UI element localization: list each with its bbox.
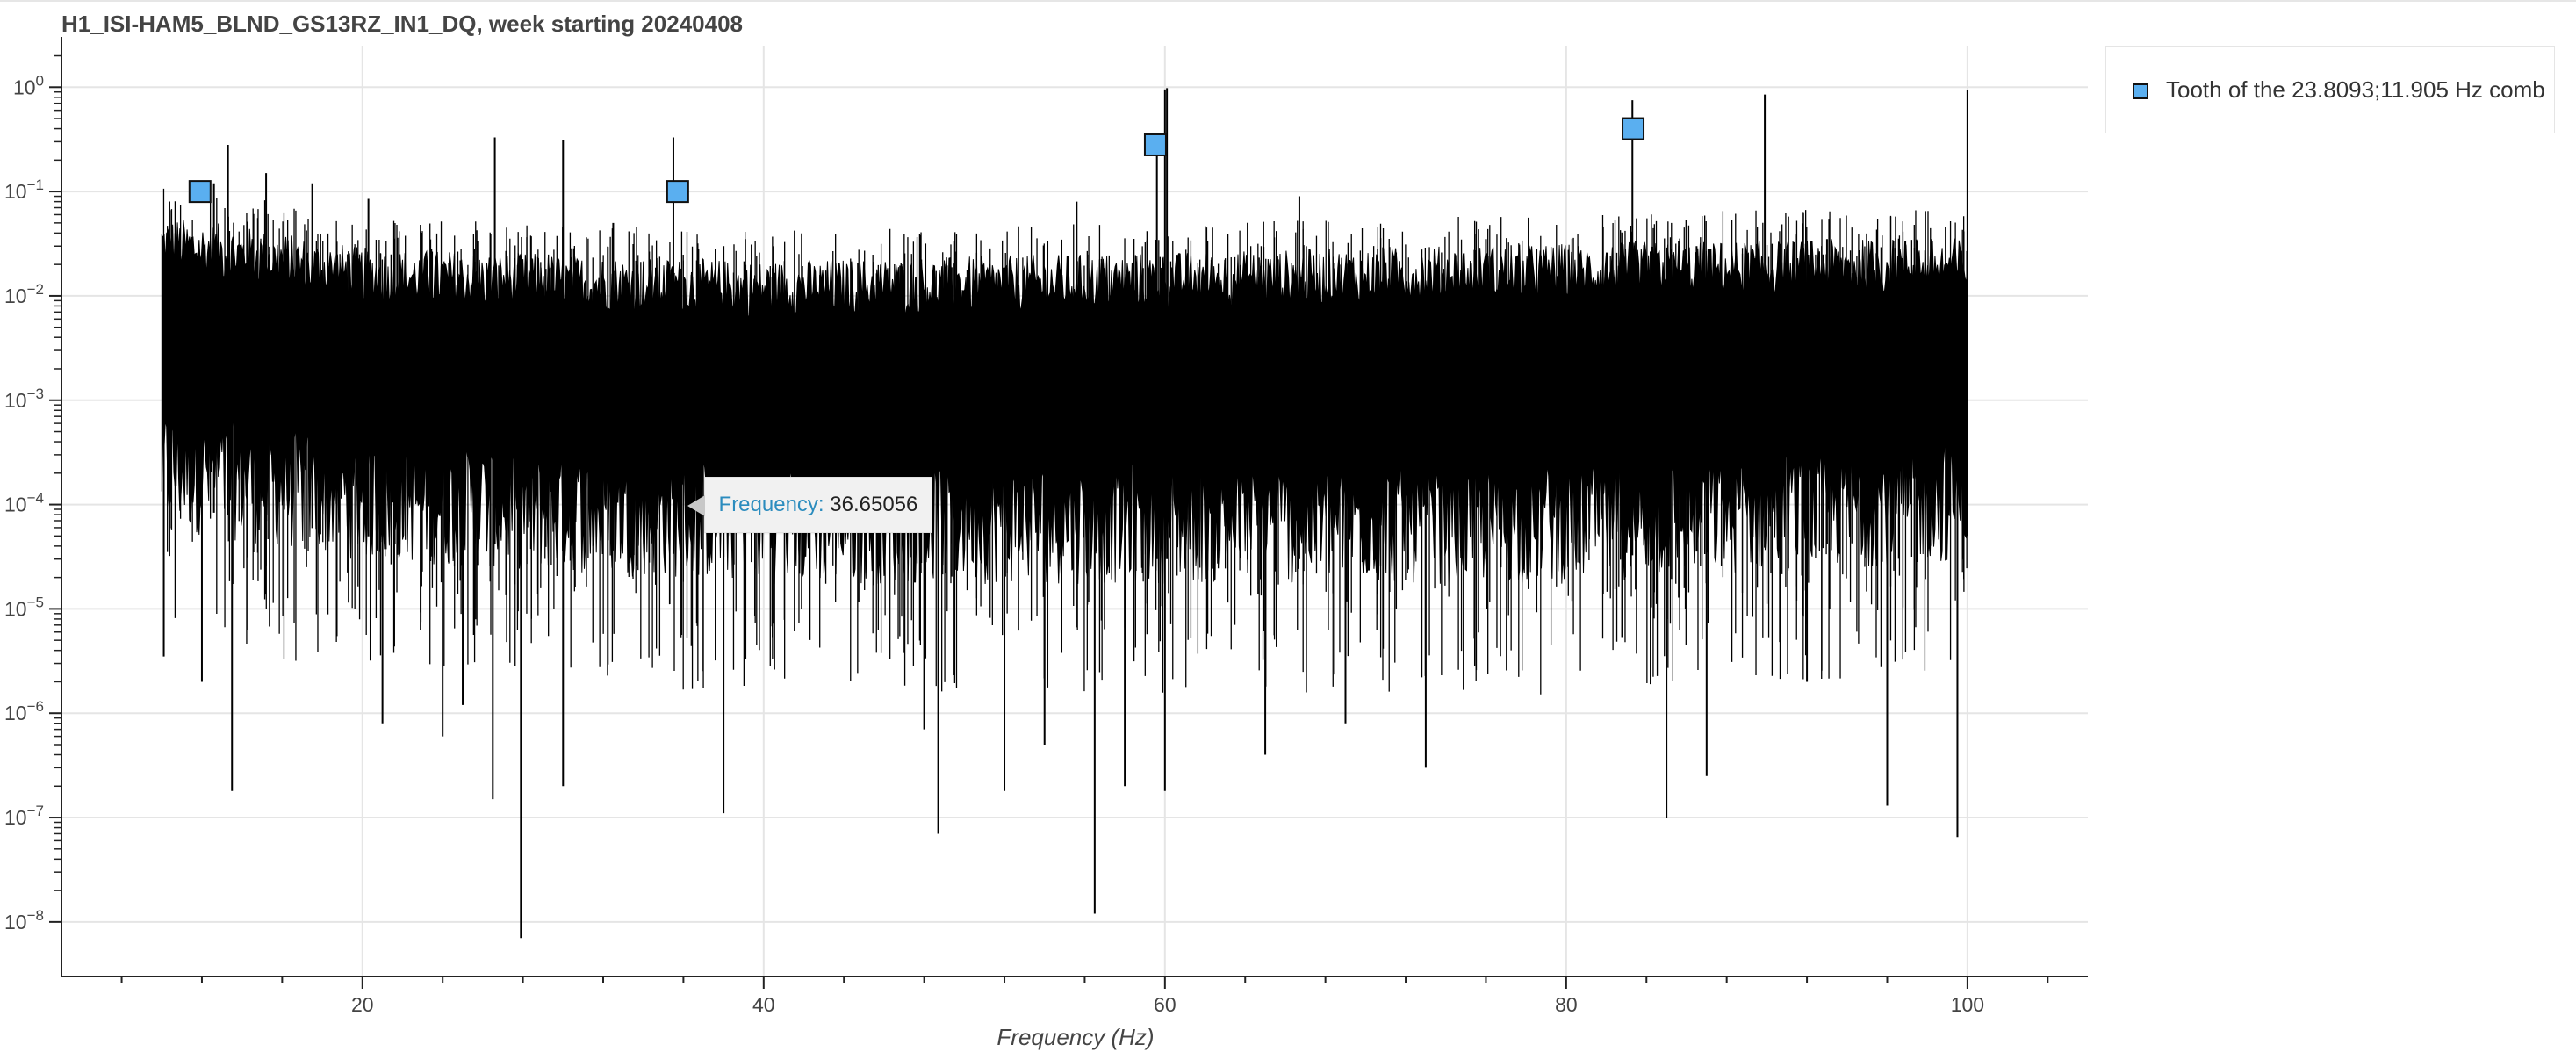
y-tick-label: 10−6 [4, 698, 44, 724]
tooltip-label: Frequency: [718, 492, 824, 516]
y-tick-label: 10−3 [4, 385, 44, 412]
comb-tooth-marker [1622, 117, 1645, 140]
axes: 20 40 60 80 100 100 10−1 10−2 10−3 10−4 10−5 10−6 10… [4, 37, 2088, 1016]
hover-tooltip: Frequency: 36.65056 [687, 476, 933, 533]
x-tick-label: 100 [1951, 993, 1984, 1016]
top-border [0, 0, 2576, 2]
y-tick-label: 10−4 [4, 490, 44, 516]
legend-label: Tooth of the 23.8093;11.905 Hz comb [2166, 76, 2545, 103]
x-tick-label: 20 [351, 993, 374, 1016]
y-tick-label: 100 [13, 72, 44, 98]
comb-markers [188, 117, 1645, 204]
comb-tooth-marker [188, 180, 212, 204]
legend[interactable]: Tooth of the 23.8093;11.905 Hz comb [2105, 46, 2555, 133]
x-axis-label: Frequency (Hz) [997, 1024, 1154, 1050]
x-tick-label: 60 [1154, 993, 1176, 1016]
y-tick-label: 10−7 [4, 803, 44, 829]
y-tick-label: 10−2 [4, 281, 44, 307]
legend-swatch-icon [2133, 83, 2148, 99]
x-tick-label: 80 [1555, 993, 1578, 1016]
spectrum-trace [161, 88, 1968, 939]
chart-title: H1_ISI-HAM5_BLND_GS13RZ_IN1_DQ, week sta… [61, 11, 743, 37]
y-tick-label: 10−5 [4, 594, 44, 620]
tooltip-arrow-icon [687, 494, 705, 516]
comb-tooth-marker [666, 180, 689, 204]
comb-tooth-marker [1143, 133, 1167, 156]
y-tick-label: 10−8 [4, 907, 44, 933]
tooltip-value: 36.65056 [830, 492, 918, 516]
y-tick-label: 10−1 [4, 176, 44, 203]
x-tick-label: 40 [752, 993, 775, 1016]
